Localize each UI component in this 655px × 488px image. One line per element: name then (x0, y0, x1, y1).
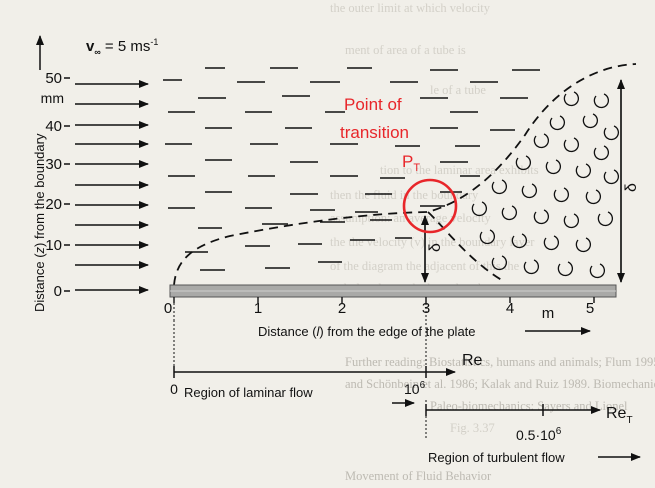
turbulent-re-value: 0.5·106 (516, 426, 562, 443)
x-tick-marks (173, 297, 595, 303)
svg-text:δ: δ (427, 243, 444, 252)
y-tick-label: 10 (45, 237, 62, 254)
bg-line: the outer limit at which velocity (330, 1, 491, 15)
y-axis-unit: mm (41, 90, 64, 106)
x-tick-label: 4 (506, 300, 514, 317)
svg-text:δ: δ (623, 183, 640, 192)
laminar-re-end: 106 (404, 380, 426, 397)
bg-line: Fig. 3.37 (450, 421, 495, 435)
x-axis-unit: m (542, 305, 555, 322)
delta-label-turbulent: δ (623, 183, 640, 192)
transition-point-circle (402, 178, 458, 234)
bg-line: and Schönbein et al. 1986; Kalak and Rui… (345, 377, 655, 391)
laminar-re-start: 0 (170, 381, 178, 397)
boundary-layer-edge (173, 63, 637, 286)
x-tick-label: 2 (338, 300, 346, 317)
x-tick-label: 0 (164, 300, 172, 317)
bg-line: Further reading: Biostatistics, humans a… (345, 355, 655, 369)
transition-label-line1: Point of (344, 95, 402, 114)
bg-line: ment of area of a tube is (345, 43, 466, 57)
bg-line: the the velocity (v) in the boundary lay… (330, 235, 535, 249)
bg-line: Movement of Fluid Behavior (345, 469, 492, 483)
turbulent-re-label: ReT (606, 405, 633, 426)
x-tick-label: 5 (586, 300, 594, 317)
laminar-region-label: Region of laminar flow (184, 385, 313, 400)
x-axis-title: Distance (l) from the edge of the plate (258, 324, 476, 339)
transition-point-label: PT (402, 152, 420, 174)
y-tick-label: 40 (45, 118, 62, 135)
turbulent-eddies (471, 91, 620, 279)
velocity-label: v∞ = 5 ms-1 (86, 37, 158, 57)
bg-line: le of a tube (430, 83, 486, 97)
y-tick-label: 30 (45, 156, 62, 173)
y-tick-marks (64, 77, 70, 292)
y-tick-label: 20 (45, 196, 62, 213)
y-axis-title: Distance (z) from the boundary (32, 133, 47, 312)
y-axis-title-group: Distance (z) from the boundary (32, 133, 47, 312)
laminar-re-label: Re (462, 352, 483, 369)
inflow-arrows (75, 80, 149, 294)
transition-label-line2: transition (340, 123, 409, 142)
laminar-sublayer (427, 211, 506, 283)
x-tick-label: 1 (254, 300, 262, 317)
delta-label-laminar: δ (427, 243, 444, 252)
turbulent-region-label: Region of turbulent flow (428, 450, 565, 465)
y-tick-label: 50 (45, 70, 62, 87)
y-tick-label: 0 (54, 283, 62, 300)
